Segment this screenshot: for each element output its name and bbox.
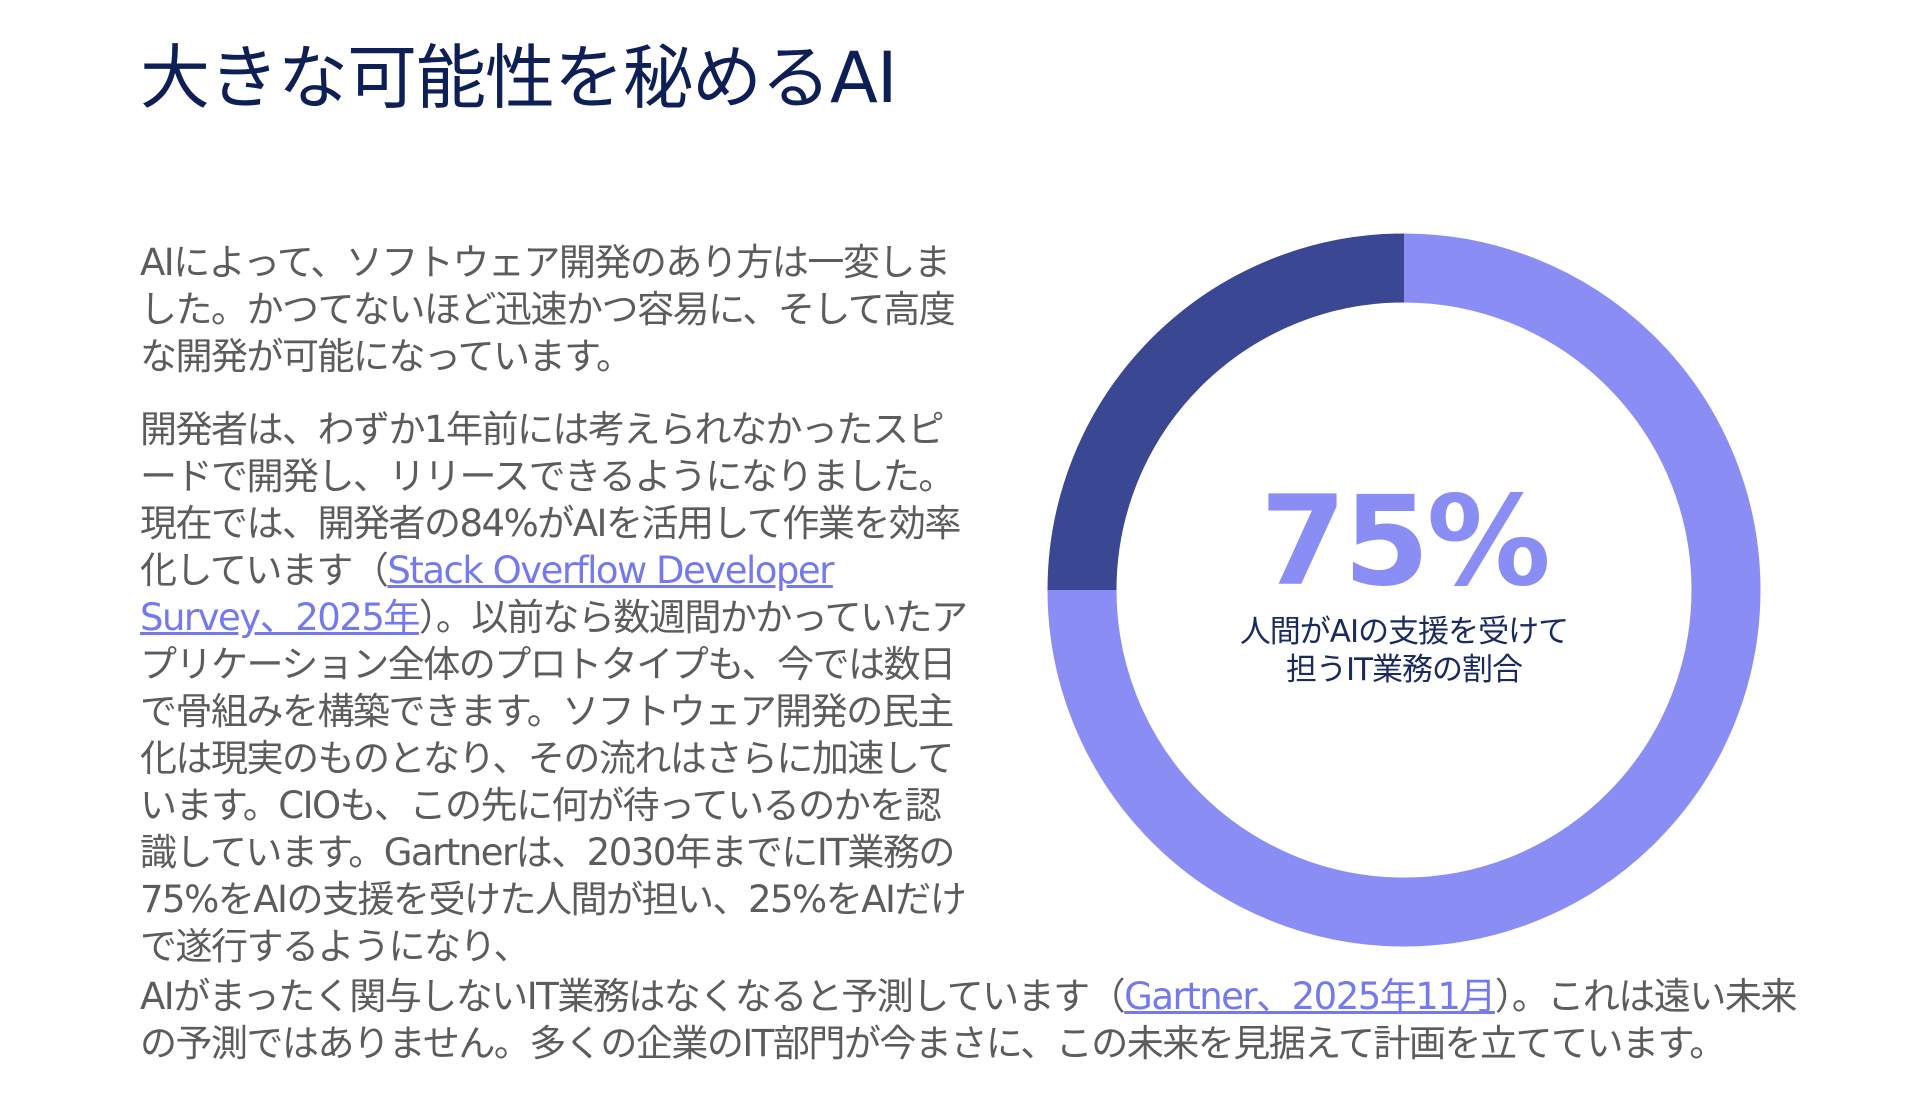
text: AIがまったく関与しないIT業務はなくなると予測しています（ — [140, 975, 1126, 1018]
center-caption: 担うIT業務の割合 — [1286, 652, 1523, 688]
text: AIによって、ソフトウェア開発のあり方は一変しました。かつてないほど迅速かつ容易… — [140, 241, 956, 378]
center-value: 75% — [1260, 470, 1548, 614]
donut-segment — [1047, 233, 1761, 947]
text: ）。これは遠い未来の予測ではありません。多くの企業のIT部門が今まさに、この未来… — [140, 975, 1797, 1065]
paragraph: AIによって、ソフトウェア開発のあり方は一変しました。かつてないほど迅速かつ容易… — [140, 239, 970, 380]
text: 開発者は、わずか1年前には考えられなかったスピードで開発し、リリースできるように… — [140, 408, 961, 592]
center-caption: 人間がAIの支援を受けて — [1240, 614, 1568, 650]
link[interactable]: Stack Overflow Developer Survey、2025年 — [140, 549, 834, 639]
text: ）。以前なら数週間かかっていたアプリケーション全体のプロトタイプも、今では数日で… — [140, 596, 968, 968]
page-title: 大きな可能性を秘めるAI — [140, 37, 898, 119]
paragraph: 開発者は、わずか1年前には考えられなかったスピードで開発し、リリースできるように… — [140, 406, 970, 970]
paragraph: AIがまったく関与しないIT業務はなくなると予測しています（Gartner、20… — [140, 973, 1800, 1067]
link[interactable]: Gartner、2025年11月 — [1124, 975, 1496, 1018]
donut-segment — [1047, 233, 1405, 591]
